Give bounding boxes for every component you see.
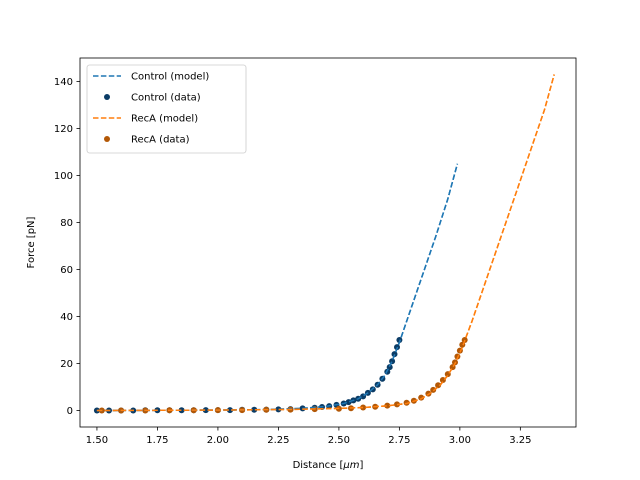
x-tick-label: 3.25 (509, 435, 531, 446)
x-tick-label: 2.50 (328, 435, 350, 446)
legend-swatch (104, 94, 110, 100)
axes-frame (79, 57, 577, 428)
y-tick-label: 0 (67, 406, 73, 417)
series-points-control-data (93, 337, 403, 414)
legend-entry: RecA (data) (131, 135, 190, 146)
y-tick-label: 80 (60, 218, 73, 229)
series-line-overlay-reca-model (96, 74, 555, 412)
y-tick-label: 60 (60, 265, 73, 276)
legend-swatch (104, 136, 110, 142)
data-point (178, 407, 185, 414)
y-axis: 0 20 40 60 80 100 120 140 (54, 77, 80, 417)
legend-entry: RecA (model) (131, 114, 198, 125)
series-line-control-model (96, 163, 459, 412)
data-point (384, 402, 391, 409)
y-axis-label: Force [pN] (26, 216, 37, 268)
x-tick-label: 3.00 (449, 435, 471, 446)
legend-frame (86, 64, 247, 154)
data-point (227, 407, 233, 414)
series-line-overlay-control-model (96, 163, 459, 412)
data-point (391, 351, 398, 358)
legend-entry: Control (data) (131, 93, 201, 104)
data-point (345, 399, 352, 406)
data-point (389, 358, 396, 365)
y-tick-label: 40 (60, 312, 73, 323)
data-point (202, 407, 209, 414)
data-point (435, 382, 442, 389)
x-tick-label: 2.25 (267, 435, 289, 446)
x-tick-label: 2.75 (388, 435, 410, 446)
y-tick-label: 120 (54, 124, 73, 135)
x-tick-label: 2.00 (207, 435, 229, 446)
plot-area (93, 74, 555, 414)
x-axis-label: Distance [μm] (293, 460, 364, 471)
data-point (386, 364, 393, 371)
data-point (251, 406, 258, 413)
y-tick-label: 140 (54, 77, 73, 88)
data-point (360, 404, 367, 411)
x-tick-label: 1.50 (86, 435, 108, 446)
data-point (396, 337, 403, 343)
legend-entry: Control (model) (131, 72, 209, 83)
series-points-reca-data (98, 337, 468, 414)
x-axis: 1.50 1.75 2.00 2.25 2.50 2.75 3.00 3.25 (86, 427, 531, 446)
data-point (275, 406, 282, 413)
y-tick-label: 20 (60, 359, 73, 370)
data-point (418, 394, 425, 401)
legend: Control (model) Control (data) RecA (model… (86, 64, 247, 154)
y-tick-label: 100 (54, 171, 73, 182)
x-tick-label: 1.75 (146, 435, 168, 446)
